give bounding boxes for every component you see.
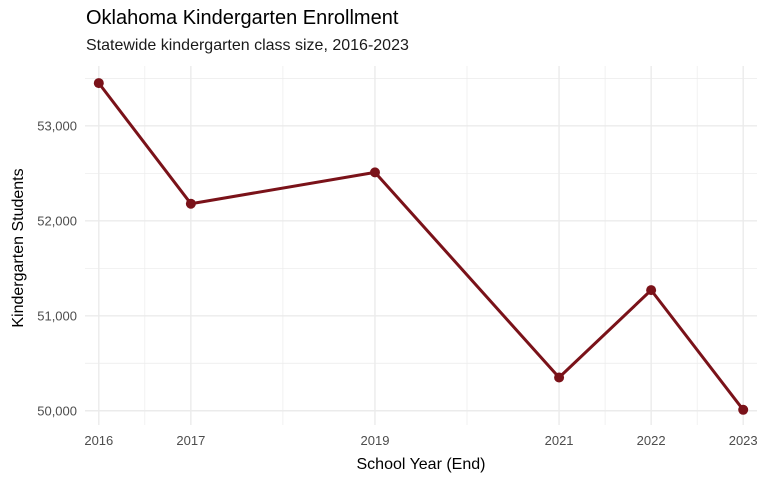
data-series (97, 81, 745, 412)
x-tick-label: 2021 (545, 433, 574, 448)
y-tick-label: 52,000 (37, 213, 77, 228)
data-point (369, 167, 380, 178)
x-tick-label: 2019 (361, 433, 390, 448)
data-points (93, 78, 749, 415)
x-axis-ticks: 2016 2017 2019 2021 2022 2023 (84, 433, 757, 448)
data-point (646, 285, 657, 296)
y-tick-label: 50,000 (37, 403, 77, 418)
y-tick-label: 53,000 (37, 118, 77, 133)
data-point (185, 198, 196, 209)
x-tick-label: 2017 (176, 433, 205, 448)
x-tick-label: 2016 (84, 433, 113, 448)
y-axis-ticks: 50,000 51,000 52,000 53,000 (37, 118, 77, 418)
major-gridlines (85, 66, 757, 425)
x-tick-label: 2023 (729, 433, 758, 448)
data-point (93, 78, 104, 89)
y-tick-label: 51,000 (37, 308, 77, 323)
chart-subtitle: Statewide kindergarten class size, 2016-… (86, 37, 409, 54)
x-tick-label: 2022 (637, 433, 666, 448)
x-axis-title: School Year (End) (357, 456, 486, 473)
series-line (97, 81, 745, 412)
data-point (554, 372, 565, 383)
minor-gridlines (85, 66, 757, 425)
data-point (738, 404, 749, 415)
chart-title: Oklahoma Kindergarten Enrollment (86, 7, 399, 29)
y-axis-title: Kindergarten Students (10, 168, 27, 327)
